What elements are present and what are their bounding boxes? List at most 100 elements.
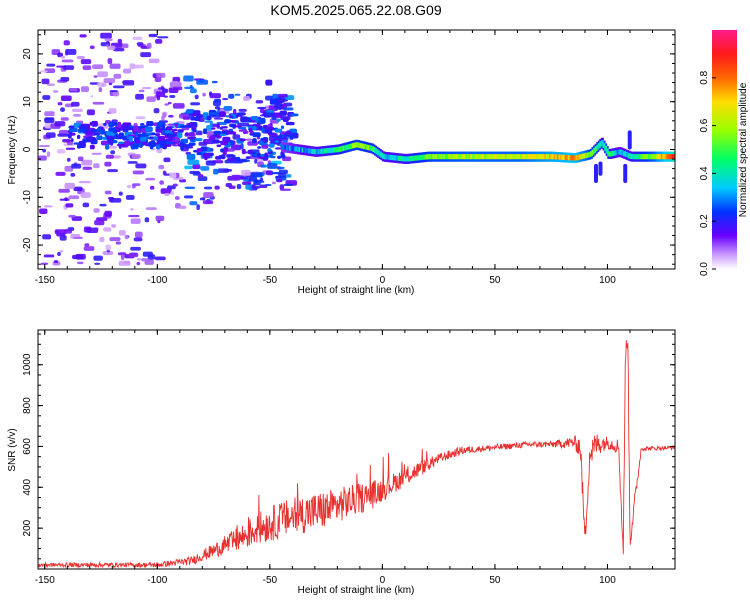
spectral-blob	[60, 95, 72, 102]
spectral-blob	[93, 75, 98, 78]
spectral-blob	[237, 112, 246, 116]
spectral-blob	[209, 120, 213, 126]
ridge-core	[526, 154, 530, 160]
spectral-blob	[78, 180, 91, 184]
spectral-blob	[202, 92, 206, 97]
spectral-blob	[68, 214, 76, 218]
spectral-blob	[231, 174, 241, 181]
spectral-blob	[103, 122, 107, 126]
spectral-blob	[276, 178, 283, 183]
spectral-blob	[268, 143, 275, 148]
ridge-core	[599, 141, 603, 147]
spectral-blob	[68, 125, 75, 129]
spectral-blob	[99, 129, 106, 135]
ridge-core	[317, 149, 321, 155]
spectral-blob	[59, 198, 70, 201]
ridge-core	[569, 155, 573, 161]
spectral-blob	[177, 129, 184, 133]
spectral-blob	[164, 130, 171, 134]
spectral-blob	[155, 91, 166, 98]
y-tick-label: 400	[22, 479, 33, 496]
x-tick-label: -150	[35, 275, 55, 286]
ridge-core	[624, 151, 628, 157]
spectral-blob	[275, 175, 279, 179]
ridge-core	[448, 154, 452, 160]
ridge-core	[618, 149, 622, 155]
spectral-blob	[598, 161, 603, 176]
spectral-blob	[196, 204, 200, 210]
spectral-blob	[82, 202, 90, 208]
spectral-blob	[41, 78, 50, 85]
spectral-blob	[223, 146, 229, 152]
spectral-blob	[282, 139, 288, 143]
ridge-core	[287, 145, 291, 151]
spectral-blob	[132, 36, 143, 41]
ridge-core	[594, 146, 598, 152]
ridge-core	[451, 154, 455, 160]
spectral-blob	[255, 100, 264, 104]
spectral-blob	[136, 42, 144, 46]
spectral-blob	[110, 150, 116, 155]
spectral-blob	[184, 132, 189, 136]
spectral-blob	[80, 192, 91, 198]
spectral-blob	[155, 126, 161, 130]
spectral-blob	[174, 123, 178, 127]
ridge-core	[582, 153, 586, 159]
ridge-core	[487, 154, 491, 160]
colorbar-tick-label: 0.2	[699, 214, 710, 228]
spectral-blob	[94, 262, 101, 265]
spectral-blob	[283, 183, 294, 186]
spectral-blob	[103, 227, 112, 232]
ridge-core	[673, 154, 675, 160]
spectral-blob	[177, 132, 183, 138]
spectral-blob	[164, 139, 173, 142]
x-tick-label: 50	[489, 575, 501, 586]
spectral-blob	[46, 83, 55, 87]
spectral-blob	[90, 95, 94, 98]
spectral-blob	[128, 136, 133, 143]
spectral-blob	[97, 82, 107, 87]
x-tick-label: 50	[489, 275, 501, 286]
spectral-blob	[202, 153, 210, 159]
ridge-core	[476, 154, 480, 160]
ridge-core	[463, 154, 467, 160]
ridge-core	[533, 154, 537, 160]
spectral-blob	[211, 80, 218, 84]
ridge-core	[400, 156, 404, 162]
spectral-blob	[76, 56, 85, 60]
spectral-blob	[148, 58, 160, 64]
ridge-core	[419, 154, 423, 160]
spectral-blob	[172, 103, 185, 109]
spectral-blob	[82, 65, 92, 71]
ridge-core	[489, 154, 493, 160]
colorbar-tick-label: 0.4	[699, 166, 710, 180]
ridge-core	[485, 154, 489, 160]
spectral-blob	[283, 107, 294, 111]
spectral-blob	[91, 120, 98, 127]
spectral-blob	[116, 143, 125, 147]
spectral-blob	[229, 115, 234, 118]
spectral-blob	[221, 126, 228, 129]
spectral-blob	[162, 112, 167, 118]
spectral-blob	[191, 127, 197, 131]
spectral-blob	[279, 184, 285, 190]
ridge-core	[495, 154, 499, 160]
spectral-blob	[239, 138, 246, 142]
ridge-core	[460, 154, 464, 160]
ridge-core	[416, 155, 420, 161]
spectral-blob	[84, 243, 90, 247]
ridge-core	[482, 154, 486, 160]
spectral-blob	[83, 226, 92, 233]
spectral-blob	[189, 201, 198, 206]
y-tick-label: 20	[22, 48, 33, 60]
spectral-blob	[269, 98, 277, 105]
spectral-blob	[232, 157, 237, 161]
spectral-blob	[195, 114, 203, 118]
spectral-blob	[225, 183, 233, 188]
spectral-blob	[187, 159, 200, 165]
spectral-blob	[102, 216, 108, 220]
ridge-core	[457, 154, 461, 160]
spectral-blob	[70, 138, 74, 143]
spectral-blob	[104, 38, 113, 42]
ridge-core	[396, 155, 400, 161]
